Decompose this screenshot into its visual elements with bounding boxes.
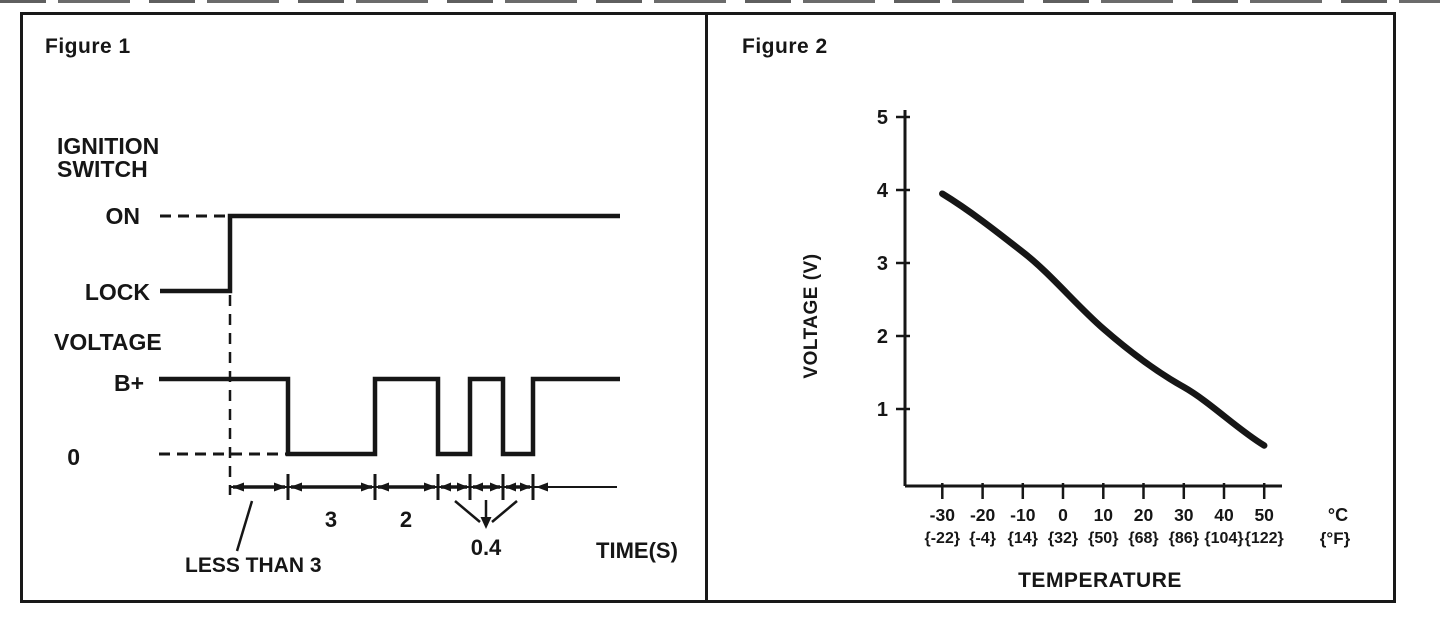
segment-arrow (472, 482, 501, 492)
y-tick-label: 5 (877, 107, 888, 129)
zero-level-label: 0 (67, 444, 80, 470)
segment-arrow (377, 482, 436, 492)
y-axis-ticks (896, 115, 910, 411)
x-tick-celsius: 40 (1214, 505, 1234, 525)
x-tick-fahrenheit: {68} (1128, 530, 1158, 547)
fahrenheit-unit-label: {°F} (1320, 529, 1351, 548)
ignition-waveform (160, 213, 620, 294)
time-axis-label: TIME(S) (596, 538, 678, 563)
x-tick-fahrenheit: {50} (1088, 530, 1118, 547)
y-tick-label: 4 (877, 180, 889, 202)
segment-arrow (232, 482, 286, 492)
x-tick-celsius: -20 (970, 505, 996, 525)
x-tick-celsius: -30 (930, 505, 956, 525)
x-tick-fahrenheit: {-4} (969, 530, 996, 547)
figure2-title: Figure 2 (742, 35, 828, 58)
voltage-temperature-curve (939, 190, 1268, 449)
interval-04s-label: 0.4 (471, 535, 502, 560)
ignition-switch-label-line1: IGNITION (57, 133, 159, 159)
x-tick-celsius: 20 (1134, 505, 1154, 525)
y-tick-label: 2 (877, 326, 888, 348)
figure1-panel: Figure 1 IGNITION SWITCH ON LOCK VOLTAGE… (45, 35, 678, 577)
segment-arrow (440, 482, 468, 492)
outer-frame (20, 12, 1396, 603)
x-tick-celsius: 10 (1094, 505, 1114, 525)
less-than-3-leader-line (235, 500, 254, 552)
figure1-title: Figure 1 (45, 35, 131, 58)
x-tick-celsius: 50 (1254, 505, 1274, 525)
x-tick-fahrenheit: {122} (1245, 530, 1284, 547)
y-tick-label: 1 (877, 399, 888, 421)
x-tick-fahrenheit: {32} (1048, 530, 1078, 547)
on-level-label: ON (106, 203, 141, 229)
voltage-label: VOLTAGE (54, 329, 162, 355)
figure2-panel: Figure 2 5 4 3 2 1 VOLTAGE (V) (742, 35, 1351, 592)
x-tick-fahrenheit: {86} (1169, 530, 1199, 547)
x-tick-celsius: 30 (1174, 505, 1194, 525)
pulse-width-pointer (454, 500, 518, 529)
x-tick-fahrenheit: {104} (1204, 530, 1243, 547)
x-tick-fahrenheit: {14} (1008, 530, 1038, 547)
x-tick-celsius: -10 (1010, 505, 1036, 525)
celsius-unit-label: °C (1328, 505, 1348, 525)
time-axis (230, 474, 617, 500)
x-tick-fahrenheit: {-22} (925, 530, 961, 547)
panel-divider (705, 12, 708, 603)
segment-arrow (505, 482, 531, 492)
ignition-switch-label-line2: SWITCH (57, 156, 148, 182)
voltage-waveform (159, 376, 620, 457)
lock-level-label: LOCK (85, 279, 151, 305)
b-plus-level-label: B+ (114, 370, 144, 396)
y-axis-title: VOLTAGE (V) (801, 253, 822, 378)
x-axis-title: TEMPERATURE (1018, 569, 1182, 592)
y-tick-label: 3 (877, 253, 888, 275)
trailing-left-arrowhead (536, 482, 548, 492)
interval-2s-label: 2 (400, 507, 412, 532)
segment-arrow (290, 482, 373, 492)
less-than-3-label: LESS THAN 3 (185, 554, 322, 577)
x-axis-ticks (941, 483, 1266, 499)
scan-artifact-top-edge (0, 0, 1440, 3)
interval-3s-label: 3 (325, 507, 337, 532)
x-tick-celsius: 0 (1058, 505, 1068, 525)
